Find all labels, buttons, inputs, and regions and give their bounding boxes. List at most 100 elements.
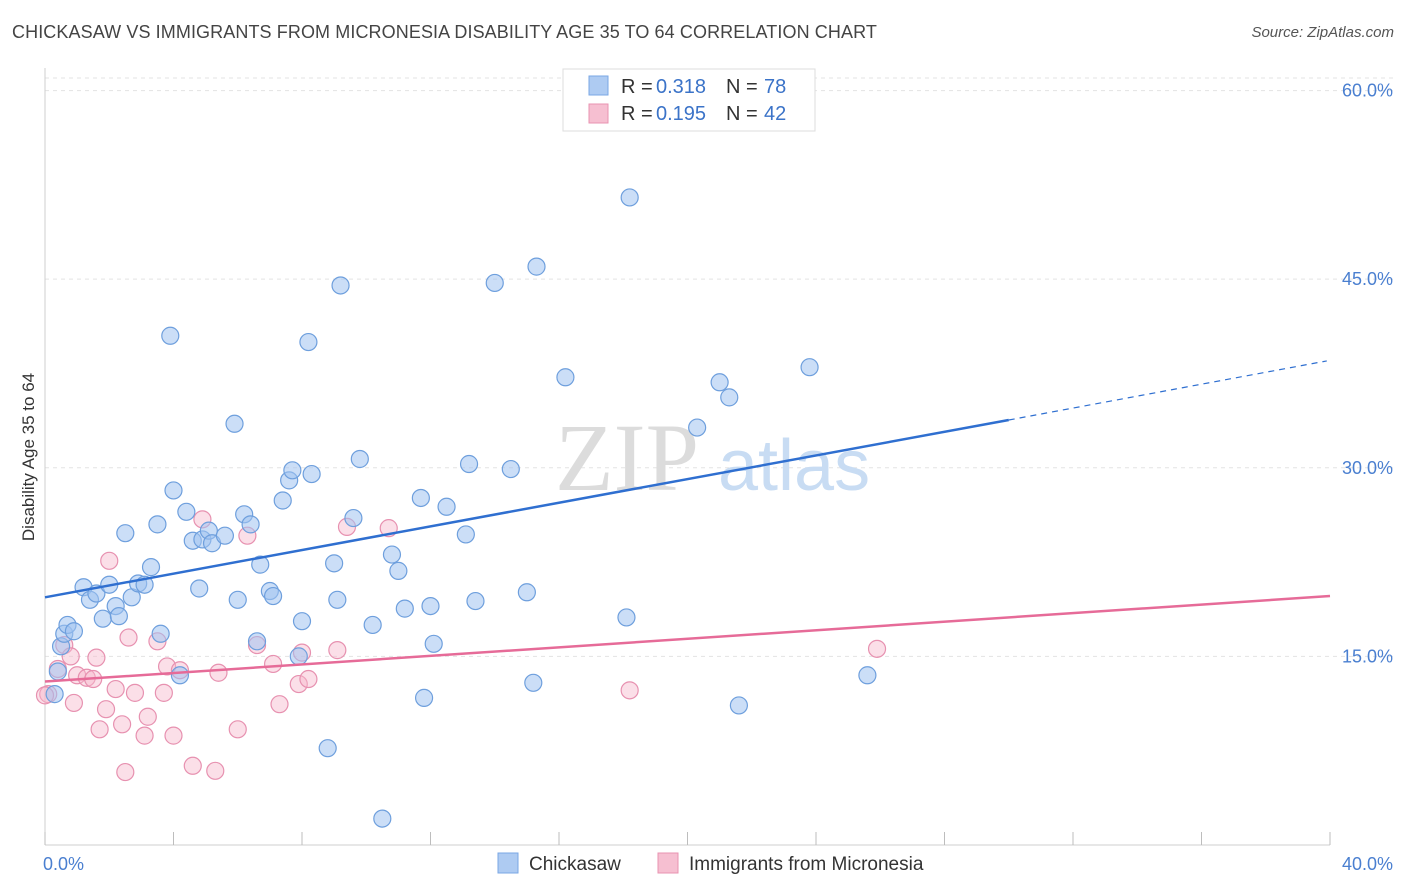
chickasaw-point (289, 647, 308, 666)
legend-r-label: R = (621, 76, 653, 98)
chickasaw-point (456, 525, 475, 544)
chickasaw-point (170, 666, 190, 685)
chickasaw-point (501, 459, 520, 479)
legend-r-value-micronesia: 0.195 (656, 103, 706, 125)
chickasaw-point (251, 555, 270, 574)
micronesia-point (206, 761, 225, 780)
chickasaw-point (620, 188, 639, 207)
chickasaw-point (858, 666, 877, 685)
chickasaw-point (292, 612, 312, 631)
bottom-legend: Chickasaw Immigrants from Micronesia (497, 852, 924, 875)
micronesia-point (90, 720, 109, 739)
micronesia-point (620, 681, 639, 700)
chickasaw-point (228, 590, 247, 609)
chickasaw-point (215, 526, 234, 545)
chickasaw-point (109, 607, 128, 626)
chickasaw-point (411, 488, 430, 508)
y-tick-label: 15.0% (1342, 646, 1393, 666)
chickasaw-point (800, 358, 819, 377)
y-tick-label: 30.0% (1342, 458, 1393, 478)
axes: 0.0% 40.0% (43, 68, 1393, 874)
micronesia-point (164, 726, 183, 745)
watermark: ZIP atlas (555, 404, 870, 511)
chickasaw-point (350, 449, 369, 469)
y-tick-label: 45.0% (1342, 269, 1393, 289)
micronesia-point (328, 641, 347, 660)
chickasaw-point (414, 688, 434, 707)
chickasaw-point (524, 673, 543, 692)
chickasaw-point (363, 615, 382, 635)
chickasaw-point (688, 418, 707, 437)
watermark-zip: ZIP (555, 404, 699, 511)
chickasaw-point (331, 276, 350, 295)
chickasaw-point (421, 596, 440, 616)
bottom-legend-label-micronesia: Immigrants from Micronesia (689, 854, 924, 875)
micronesia-point (263, 654, 283, 674)
chickasaw-trend-line (44, 418, 1009, 599)
chickasaw-point (45, 685, 64, 704)
chickasaw-point (382, 545, 402, 564)
chickasaw-point (437, 497, 456, 516)
micronesia-point (112, 715, 132, 734)
chickasaw-point (729, 696, 749, 715)
chickasaw-point (151, 624, 170, 643)
grid: 15.0% 30.0% 45.0% 60.0% (45, 77, 1395, 666)
chickasaw-point (424, 634, 443, 653)
source-credit: Source: ZipAtlas.com (1251, 24, 1394, 41)
x-tick-label-min: 0.0% (43, 854, 84, 874)
chickasaw-point (148, 515, 167, 534)
chickasaw-point (485, 273, 504, 293)
chickasaw-point (263, 586, 283, 606)
micronesia-point (106, 679, 125, 699)
chickasaw-point (161, 326, 180, 345)
micronesia-point (154, 683, 173, 702)
chickasaw-point (283, 461, 302, 480)
chickasaw-point (64, 622, 84, 641)
chickasaw-point (617, 608, 636, 627)
series-chickasaw-points (45, 188, 877, 828)
chickasaw-point (318, 739, 337, 758)
micronesia-point (96, 700, 116, 719)
micronesia-point (183, 756, 202, 775)
watermark-atlas: atlas (718, 426, 870, 506)
micronesia-point (116, 762, 135, 782)
chickasaw-point (556, 368, 575, 387)
legend-n-value-micronesia: 42 (764, 103, 786, 125)
chickasaw-point (710, 373, 729, 392)
chickasaw-point (720, 388, 739, 407)
chickasaw-point (344, 508, 363, 528)
y-tick-label: 60.0% (1342, 81, 1393, 101)
chart-title: CHICKASAW VS IMMIGRANTS FROM MICRONESIA … (12, 22, 877, 42)
chickasaw-point (177, 502, 196, 521)
micronesia-point (299, 669, 318, 689)
bottom-legend-swatch-micronesia (657, 852, 679, 874)
chickasaw-point (328, 590, 347, 609)
bottom-legend-label-chickasaw: Chickasaw (529, 854, 621, 875)
micronesia-point (64, 693, 84, 713)
chickasaw-point (527, 257, 546, 276)
legend-r-label: R = (621, 103, 653, 125)
chickasaw-point (299, 332, 318, 352)
chickasaw-point (164, 481, 183, 500)
legend-n-label: N = (726, 76, 758, 98)
micronesia-point (119, 628, 138, 647)
micronesia-point (125, 683, 145, 702)
chickasaw-point (48, 662, 67, 681)
micronesia-point (135, 726, 154, 745)
x-tick-label-max: 40.0% (1342, 854, 1393, 874)
micronesia-point (209, 663, 228, 682)
micronesia-point (867, 639, 887, 658)
chickasaw-point (517, 583, 536, 602)
legend: R = 0.318 N = 78 R = 0.195 N = 42 (562, 68, 816, 132)
y-axis-label: Disability Age 35 to 64 (19, 373, 38, 541)
trend-lines (44, 360, 1331, 683)
micronesia-trend-line (44, 594, 1331, 683)
micronesia-point (87, 648, 106, 667)
bottom-legend-swatch-chickasaw (497, 852, 519, 874)
chickasaw-point (241, 515, 260, 534)
chickasaw-point (93, 609, 112, 628)
series-micronesia-points (35, 510, 887, 782)
chickasaw-point (466, 591, 485, 611)
legend-n-value-chickasaw: 78 (764, 76, 786, 98)
